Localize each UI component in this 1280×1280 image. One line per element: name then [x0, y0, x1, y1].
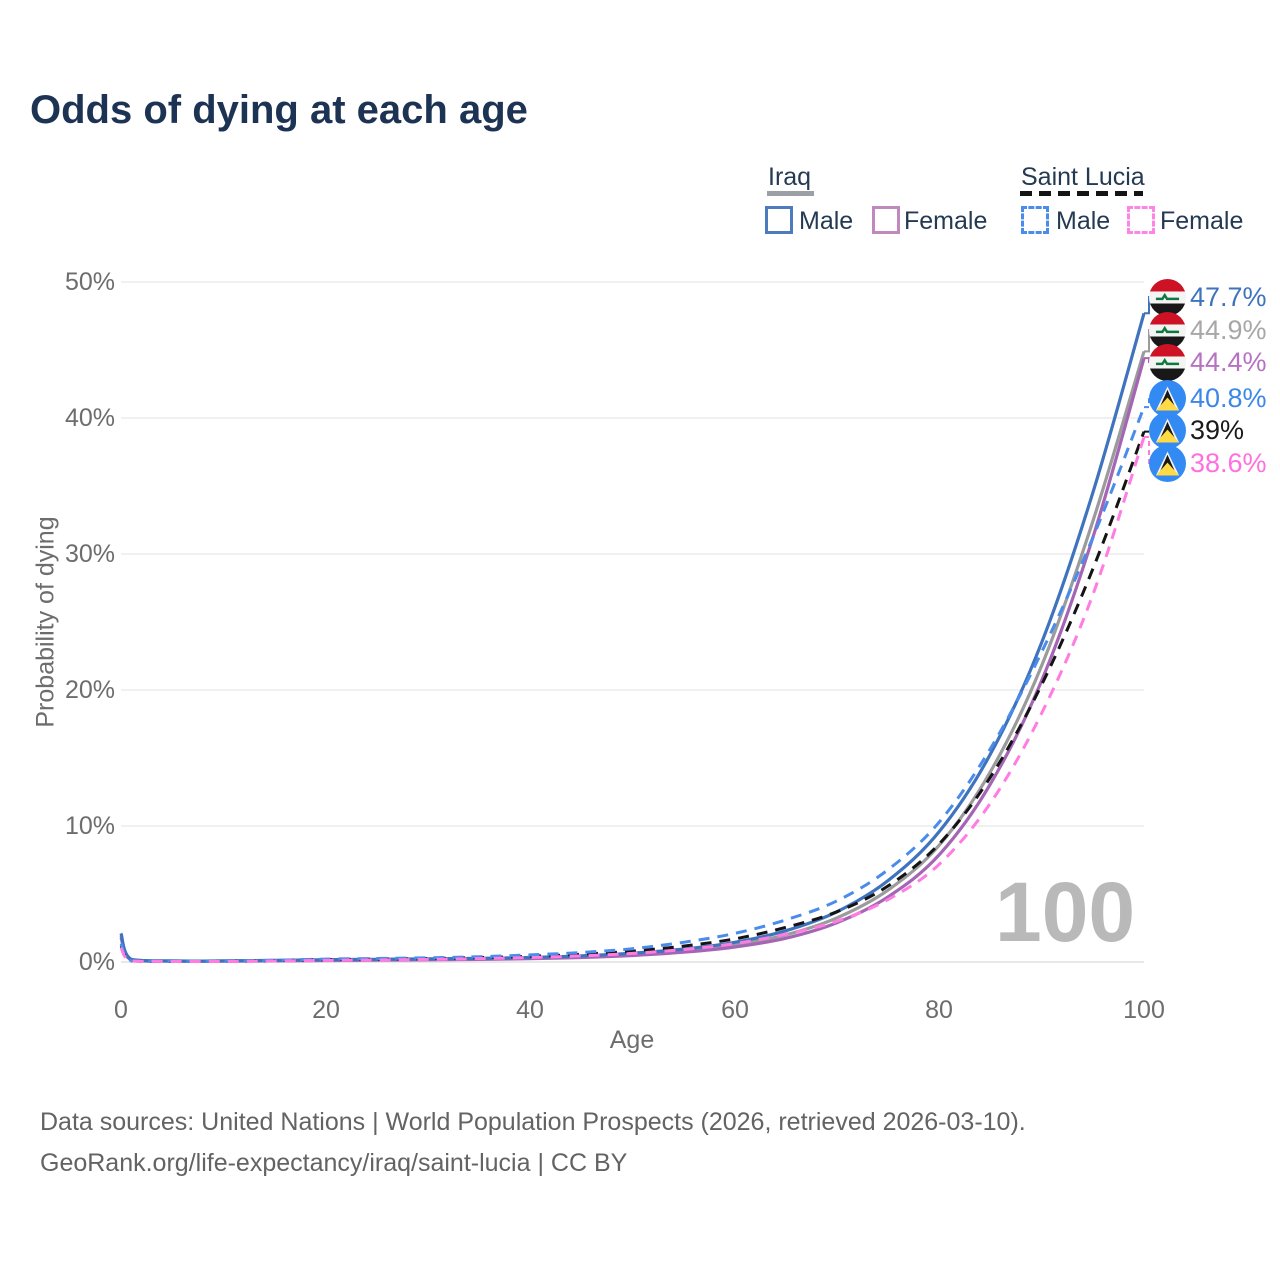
legend-group-title-saint-lucia: Saint Lucia — [1021, 163, 1145, 191]
legend-swatch-iraq-female[interactable] — [872, 206, 900, 234]
x-tick-0: 0 — [114, 996, 128, 1024]
legend-group-title-iraq: Iraq — [768, 163, 812, 191]
end-value-saint-lucia-both: 39% — [1190, 415, 1245, 445]
x-tick-60: 60 — [721, 996, 749, 1024]
end-value-saint-lucia-male: 40.8% — [1190, 383, 1267, 413]
x-tick-20: 20 — [312, 996, 340, 1024]
saint-lucia-flag-icon — [1149, 445, 1186, 482]
y-tick-50: 50% — [64, 268, 115, 296]
age-indicator-watermark: 100 — [995, 865, 1136, 959]
legend-swatch-iraq-male[interactable] — [765, 206, 793, 234]
legend-swatch-saint-lucia-female[interactable] — [1127, 206, 1155, 234]
y-tick-20: 20% — [64, 676, 115, 704]
x-tick-80: 80 — [925, 996, 953, 1024]
y-tick-30: 30% — [64, 540, 115, 568]
saint-lucia-flag-icon — [1149, 380, 1186, 417]
y-tick-0: 0% — [78, 948, 115, 976]
legend-label-iraq-male[interactable]: Male — [799, 207, 854, 235]
page-title: Odds of dying at each age — [30, 88, 528, 132]
iraq-flag-icon — [1149, 312, 1186, 349]
saint-lucia-dashed-line-sample — [1020, 191, 1143, 196]
legend-swatch-saint-lucia-male[interactable] — [1021, 206, 1049, 234]
iraq-flag-icon — [1149, 279, 1186, 316]
x-tick-100: 100 — [1123, 996, 1165, 1024]
saint-lucia-flag-icon — [1149, 412, 1186, 449]
end-value-iraq-male: 47.7% — [1190, 282, 1267, 312]
end-value-saint-lucia-female: 38.6% — [1190, 448, 1267, 478]
legend-label-saint-lucia-female[interactable]: Female — [1160, 207, 1244, 235]
legend-label-iraq-female[interactable]: Female — [904, 207, 988, 235]
end-value-iraq-female: 44.4% — [1190, 347, 1267, 377]
y-tick-10: 10% — [64, 812, 115, 840]
iraq-flag-icon — [1149, 344, 1186, 381]
y-axis-title: Probability of dying — [31, 516, 60, 728]
x-axis-title: Age — [609, 1026, 655, 1054]
data-source-line: Data sources: United Nations | World Pop… — [40, 1108, 1026, 1136]
end-value-iraq-both: 44.9% — [1190, 315, 1267, 345]
x-tick-40: 40 — [516, 996, 544, 1024]
legend-label-saint-lucia-male[interactable]: Male — [1056, 207, 1111, 235]
iraq-solid-line-sample — [767, 191, 814, 196]
y-tick-40: 40% — [64, 404, 115, 432]
attribution-line: GeoRank.org/life-expectancy/iraq/saint-l… — [40, 1149, 628, 1177]
